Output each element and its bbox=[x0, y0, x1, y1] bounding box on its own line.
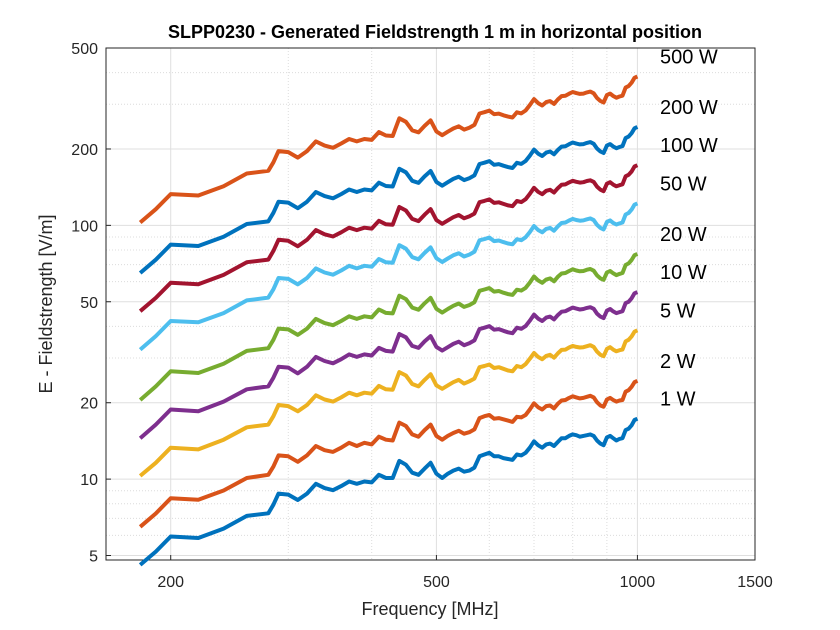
series-label-2: 200 W bbox=[660, 97, 718, 119]
series-label-4: 50 W bbox=[660, 173, 707, 195]
chart-title: SLPP0230 - Generated Fieldstrength 1 m i… bbox=[168, 22, 702, 42]
y-tick-label: 100 bbox=[71, 218, 98, 235]
x-axis-label: Frequency [MHz] bbox=[361, 599, 498, 619]
series-label-3: 100 W bbox=[660, 135, 718, 157]
series-label-7: 5 W bbox=[660, 300, 696, 322]
series-line-8 bbox=[138, 378, 639, 529]
x-tick-label: 1000 bbox=[620, 574, 656, 591]
x-tick-label: 1500 bbox=[737, 574, 773, 591]
series-label-8: 2 W bbox=[660, 351, 696, 373]
axis-ticks: 5 10 20 50 100 200 500 200 500 1000 1500 bbox=[71, 41, 773, 591]
series-line-2 bbox=[138, 125, 639, 275]
y-tick-label: 50 bbox=[80, 295, 98, 312]
y-tick-label: 200 bbox=[71, 142, 98, 159]
plot-area-border bbox=[105, 47, 756, 561]
x-tick-label: 500 bbox=[423, 574, 450, 591]
series-label-5: 20 W bbox=[660, 224, 707, 246]
series-line-7 bbox=[138, 328, 639, 478]
series-label-1: 500 W bbox=[660, 46, 718, 68]
series-line-6 bbox=[138, 290, 639, 440]
y-tick-label: 20 bbox=[80, 396, 98, 413]
y-axis-label: E - Fieldstrength [V/m] bbox=[36, 214, 56, 393]
series-labels: 500 W 200 W 100 W 50 W 20 W 10 W 5 W 2 W 1 W bbox=[660, 46, 718, 410]
series-line-1 bbox=[138, 74, 639, 225]
y-tick-label: 500 bbox=[71, 41, 98, 58]
series-line-9 bbox=[138, 416, 639, 567]
y-tick-label: 10 bbox=[80, 472, 98, 489]
series-group bbox=[138, 74, 639, 567]
series-label-9: 1 W bbox=[660, 389, 696, 411]
series-line-5 bbox=[138, 252, 639, 402]
series-line-3 bbox=[138, 163, 639, 313]
series-line-4 bbox=[138, 201, 639, 352]
series-label-6: 10 W bbox=[660, 262, 707, 284]
y-tick-label: 5 bbox=[89, 549, 98, 566]
x-tick-label: 200 bbox=[157, 574, 184, 591]
